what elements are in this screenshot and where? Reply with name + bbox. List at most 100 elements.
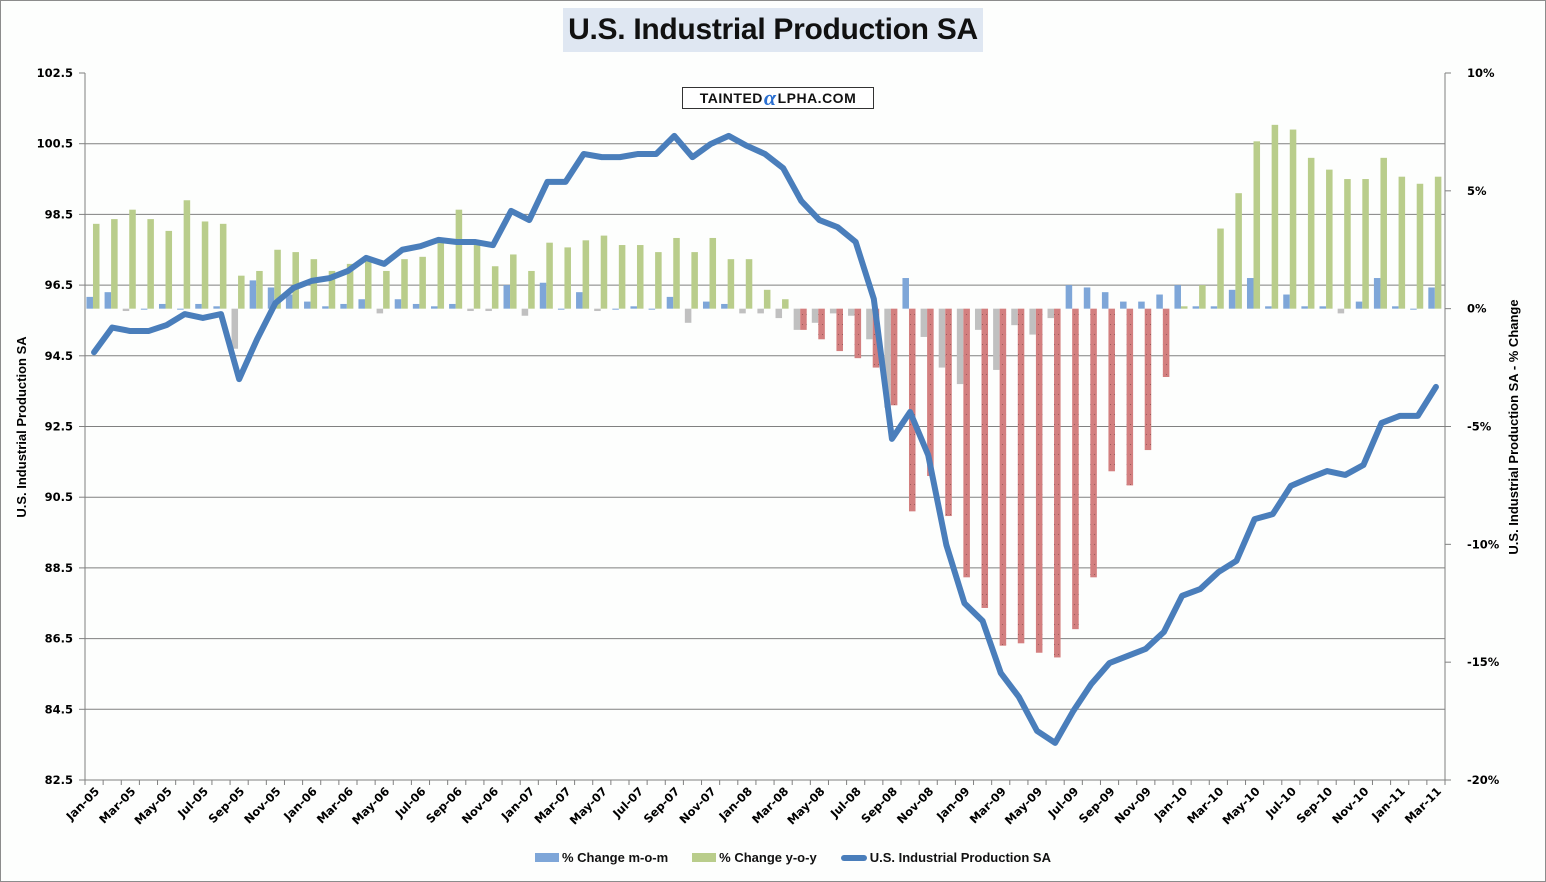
bar-yoy: [854, 308, 862, 359]
bar-mom: [195, 303, 202, 309]
bar-mom: [884, 308, 891, 408]
bar-mom: [104, 292, 112, 309]
y2-tick-label: 10%: [1467, 66, 1495, 80]
bar-yoy: [364, 259, 372, 309]
bar-yoy: [655, 252, 662, 309]
bar-mom: [1011, 308, 1018, 326]
bar-mom: [322, 306, 329, 309]
bar-mom: [231, 308, 239, 349]
bar-mom: [938, 308, 946, 368]
bar-mom: [1138, 301, 1145, 309]
bar-yoy: [437, 237, 445, 309]
y-tick-label: 96.5: [45, 278, 73, 292]
x-tick-label: Sep-05: [205, 784, 247, 826]
bar-mom: [1246, 278, 1254, 309]
y-tick-label: 100.5: [37, 137, 73, 151]
x-tick-label: Mar-10: [1184, 784, 1226, 826]
bar-yoy: [618, 245, 626, 309]
legend-label-yoy: % Change y-o-y: [719, 850, 817, 865]
watermark-logo: TAINTED α LPHA.COM: [682, 87, 874, 109]
x-tick-label: Nov-05: [241, 784, 283, 826]
bars: [86, 124, 1442, 658]
bar-mom: [848, 308, 855, 316]
bar-yoy: [745, 259, 753, 309]
x-tick-label: Sep-07: [641, 784, 683, 826]
bar-yoy: [292, 252, 299, 309]
x-tick-label: Mar-08: [749, 784, 791, 826]
bar-yoy: [346, 263, 354, 309]
x-tick-label: Mar-09: [967, 784, 1009, 826]
bar-yoy: [1434, 176, 1442, 309]
x-tick-label: May-10: [1219, 784, 1262, 827]
bar-yoy: [836, 308, 843, 352]
bar-mom: [793, 308, 801, 330]
bar-yoy: [473, 245, 481, 309]
bar-yoy: [945, 308, 952, 517]
bar-yoy: [256, 270, 263, 309]
watermark-prefix: TAINTED: [699, 90, 763, 106]
x-tick-label: Jan-06: [280, 784, 320, 824]
bar-yoy: [673, 237, 680, 309]
bar-mom: [213, 306, 220, 309]
bar-yoy: [1253, 141, 1261, 309]
legend-swatch-yoy: [692, 853, 717, 862]
bar-mom: [1373, 278, 1381, 309]
bar-yoy: [1380, 157, 1387, 309]
bar-mom: [449, 303, 456, 309]
x-tick-label: Jan-08: [715, 784, 755, 824]
x-tick-label: Mar-05: [96, 784, 138, 826]
y-tick-label: 98.5: [45, 207, 73, 221]
bar-mom: [648, 308, 656, 310]
bar-yoy: [1289, 129, 1297, 309]
bar-mom: [1210, 306, 1218, 309]
y-tick-label: 84.5: [45, 702, 73, 716]
bar-mom: [1174, 285, 1181, 309]
bar-yoy: [491, 266, 499, 309]
legend-item-yoy: % Change y-o-y: [692, 850, 817, 865]
bar-mom: [158, 303, 166, 309]
bar-mom: [684, 308, 692, 323]
legend-label-mom: % Change m-o-m: [562, 850, 669, 865]
bar-yoy: [111, 219, 118, 309]
bar-yoy: [1017, 308, 1025, 644]
legend-swatch-line: [840, 854, 867, 861]
bar-yoy: [1217, 228, 1224, 309]
legend-item-line: U.S. Industrial Production SA: [840, 850, 1051, 865]
bar-yoy: [401, 259, 408, 309]
bar-yoy: [383, 270, 390, 309]
line-series: [91, 132, 1439, 746]
x-tick-label: Jan-10: [1151, 784, 1191, 824]
y2-tick-label: -15%: [1467, 655, 1500, 669]
bar-yoy: [963, 308, 970, 578]
y-tick-label: 88.5: [45, 561, 73, 575]
bar-yoy: [1035, 308, 1043, 653]
bar-mom: [1392, 306, 1399, 309]
bar-mom: [177, 308, 184, 310]
bar-mom: [340, 303, 347, 309]
y2-tick-label: 0%: [1467, 302, 1487, 316]
y-tick-label: 86.5: [45, 632, 73, 646]
bar-mom: [557, 308, 565, 310]
bar-yoy: [999, 308, 1007, 646]
bar-yoy: [890, 308, 898, 406]
bar-yoy: [564, 247, 571, 309]
bar-yoy: [274, 249, 281, 309]
bar-mom: [993, 308, 1000, 370]
bar-mom: [249, 280, 257, 309]
bar-yoy: [1271, 124, 1279, 309]
x-tick-label: Sep-06: [423, 784, 465, 826]
bar-yoy: [546, 242, 553, 309]
y-tick-label: 92.5: [45, 420, 73, 434]
bar-yoy: [1054, 308, 1061, 658]
y2-tick-label: -20%: [1467, 773, 1500, 787]
x-tick-label: Jan-11: [1368, 784, 1408, 824]
x-tick-label: Jan-07: [498, 784, 538, 824]
bar-mom: [1301, 306, 1308, 309]
bar-mom: [739, 308, 746, 314]
axes: 102.5 100.5 98.5 96.5 94.5 92.5 90.5 88.5 86.5 84…: [37, 66, 1500, 827]
bar-yoy: [600, 235, 608, 309]
bar-mom: [902, 278, 909, 309]
x-tick-label: May-05: [131, 784, 174, 827]
